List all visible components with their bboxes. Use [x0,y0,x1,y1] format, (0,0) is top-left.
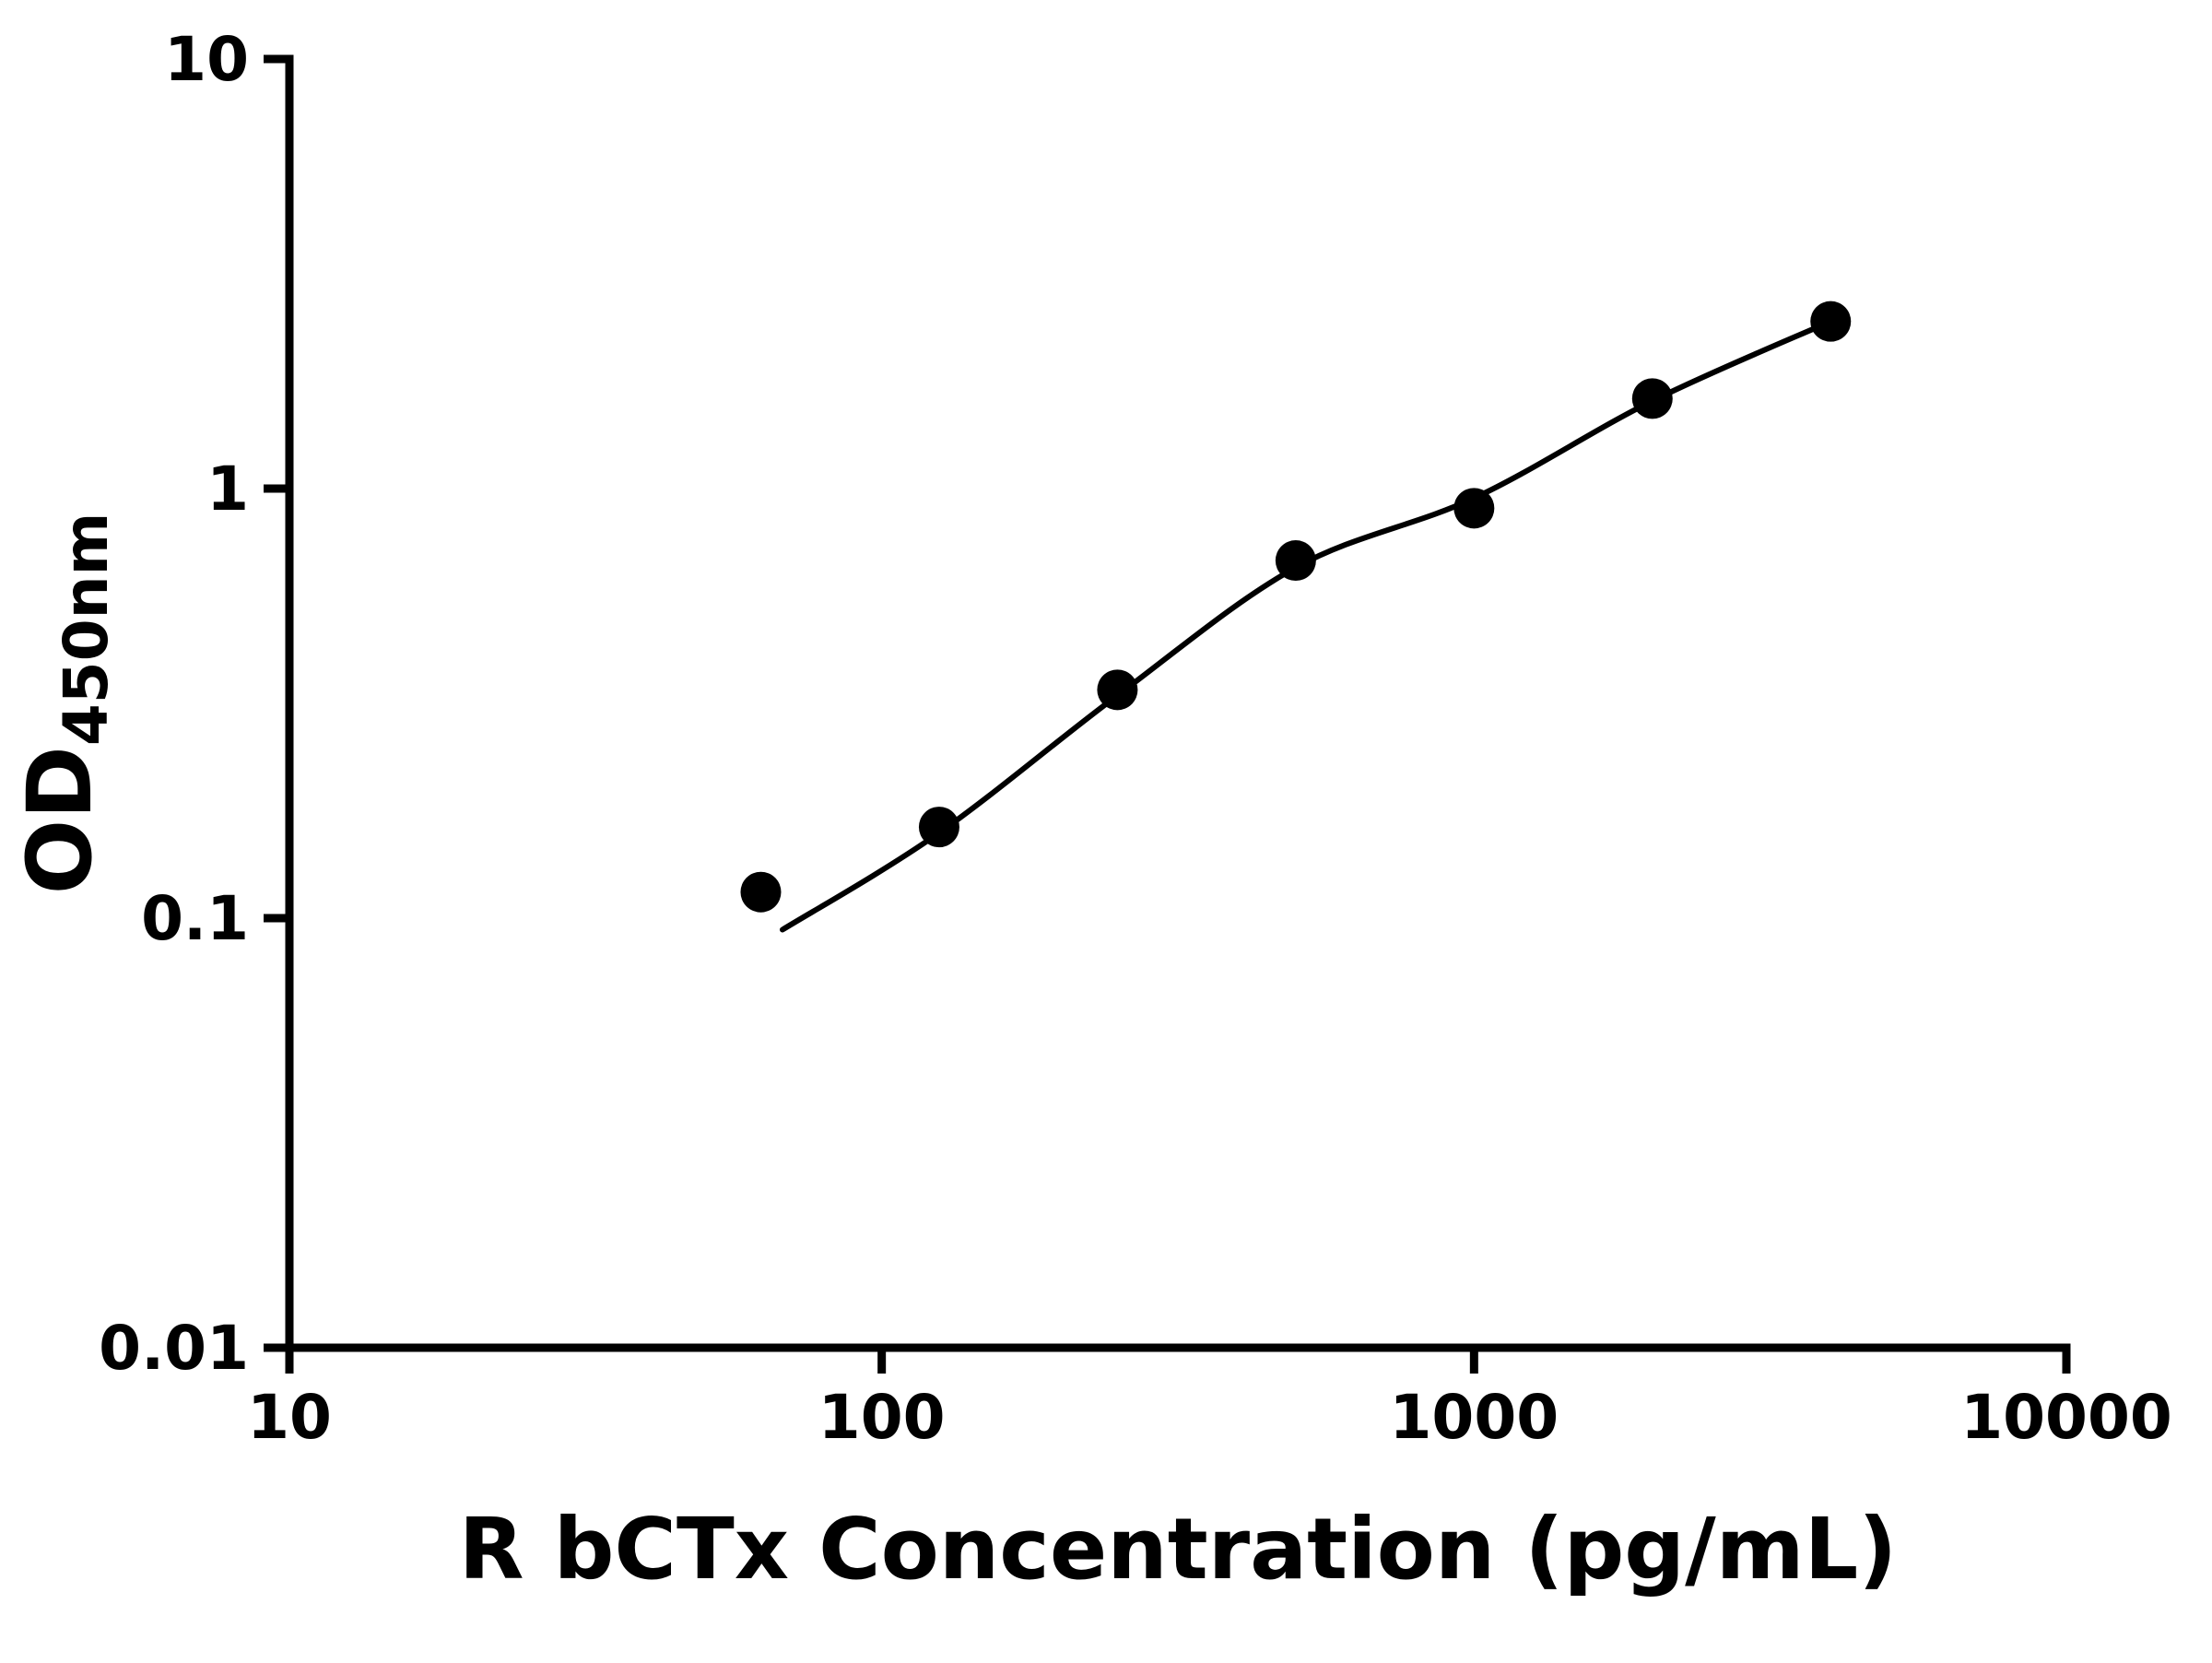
y-axis-title-subscript: 450nm [51,513,122,747]
y-tick-label: 10 [164,24,249,95]
axis-spines [285,54,2071,1352]
data-point-marker [740,871,782,913]
x-tick-label: 1000 [1389,1382,1559,1453]
y-tick-label: 0.1 [141,883,249,954]
data-point-marker [1810,301,1852,342]
x-tick-label: 10000 [1960,1382,2172,1453]
plot-layer: 10 100 1000 10000 0.01 0.1 1 10 [99,24,2172,1453]
data-point-marker [1097,669,1138,711]
data-point-marker [1631,378,1673,419]
x-tick-label: 10 [247,1382,332,1453]
y-tick-label: 1 [206,454,249,525]
y-axis-title: OD450nm [8,513,122,895]
y-tick-label: 0.01 [99,1313,249,1384]
data-point-marker [1453,488,1495,529]
y-axis-title-base: OD [8,746,112,894]
x-tick-label: 100 [818,1382,946,1453]
data-point-marker [1275,540,1316,582]
x-axis-title: R bCTx Concentration (pg/mL) [459,1500,1898,1598]
data-point-marker [918,807,959,848]
